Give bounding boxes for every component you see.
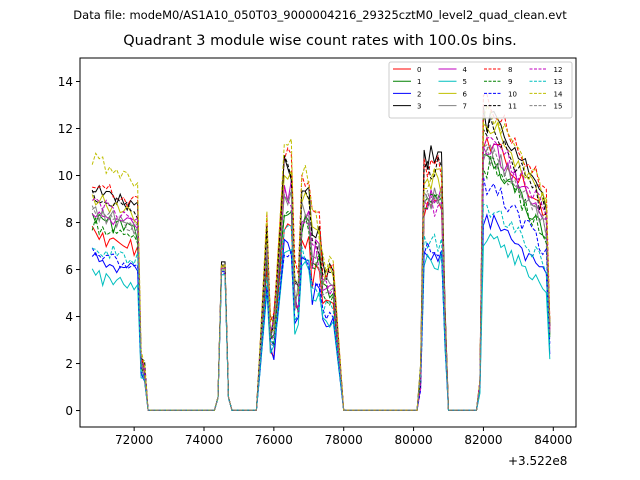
axes-layer: 72000 74000 76000 78000 80000 82000 84000 0 2 4 6 8…	[58, 75, 573, 447]
legend-label-14: 14	[554, 90, 563, 98]
x-tick-label: 76000	[255, 433, 293, 447]
legend-box	[388, 61, 573, 119]
x-tick-label: 82000	[464, 433, 502, 447]
legend-label-4: 4	[463, 66, 468, 74]
legend-label-13: 13	[554, 78, 563, 86]
legend-label-9: 9	[508, 78, 512, 86]
x-tick-label: 72000	[115, 433, 153, 447]
legend-label-3: 3	[417, 103, 421, 111]
series-layer	[91, 93, 551, 412]
x-axis-offset-label: +3.522e8	[508, 454, 568, 468]
legend-label-11: 11	[508, 103, 517, 111]
series-line-15	[91, 144, 551, 412]
legend-label-5: 5	[463, 78, 467, 86]
x-tick-label: 84000	[534, 433, 572, 447]
y-tick-label: 4	[65, 310, 73, 324]
legend-label-10: 10	[508, 90, 517, 98]
y-tick-label: 10	[58, 169, 73, 183]
y-tick-label: 6	[65, 263, 73, 277]
legend-label-15: 15	[554, 103, 563, 111]
legend-label-8: 8	[508, 66, 512, 74]
y-tick-label: 2	[65, 357, 73, 371]
legend-label-6: 6	[463, 90, 468, 98]
x-tick-label: 80000	[394, 433, 432, 447]
legend-label-7: 7	[463, 103, 467, 111]
legend-label-12: 12	[554, 66, 563, 74]
series-line-13	[92, 203, 551, 412]
y-tick-label: 12	[58, 122, 73, 136]
legend-label-2: 2	[417, 90, 421, 98]
legend-label-0: 0	[417, 66, 421, 74]
legend-label-1: 1	[417, 78, 421, 86]
figure-suptitle: Data file: modeM0/AS1A10_050T03_90000042…	[73, 8, 567, 22]
chart-title: Quadrant 3 module wise count rates with …	[123, 33, 517, 49]
x-tick-label: 74000	[185, 433, 223, 447]
plot-background	[80, 58, 576, 427]
plot-frame	[79, 57, 577, 428]
y-tick-label: 8	[65, 216, 73, 230]
y-tick-label: 0	[65, 404, 73, 418]
x-tick-label: 78000	[325, 433, 363, 447]
y-tick-label: 14	[58, 75, 73, 89]
